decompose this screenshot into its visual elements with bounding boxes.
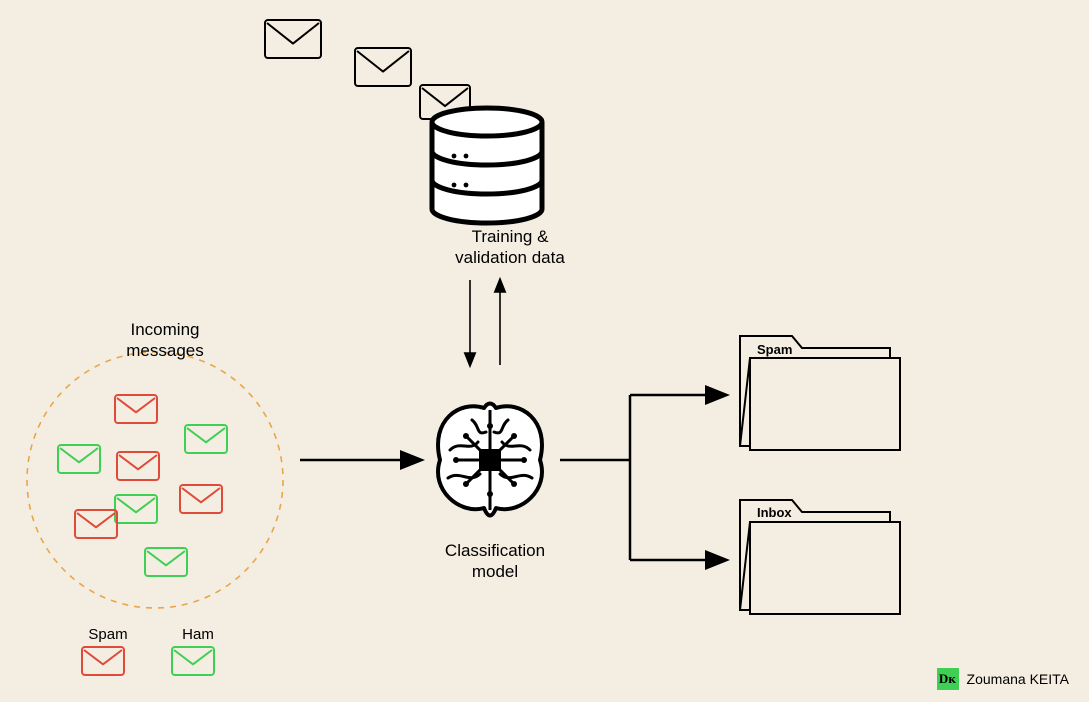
- database-icon: [432, 108, 542, 223]
- envelope-icon: [115, 395, 157, 423]
- folder-inbox-label: Inbox: [757, 505, 792, 520]
- envelope-icon: [355, 48, 411, 86]
- credit-text: Zoumana KEITA: [967, 671, 1069, 687]
- envelope-icon: [180, 485, 222, 513]
- legend-ham-label: Ham: [168, 626, 228, 645]
- folder-spam-label: Spam: [757, 342, 792, 357]
- envelope-icon: [82, 647, 124, 675]
- envelope-icon: [172, 647, 214, 675]
- envelope-icon: [185, 425, 227, 453]
- envelope-icon: [75, 510, 117, 538]
- classifier-label: Classificationmodel: [425, 540, 565, 583]
- envelope-icon: [115, 495, 157, 523]
- envelope-icon: [117, 452, 159, 480]
- envelope-icon: [58, 445, 100, 473]
- credit: Dᴋ Zoumana KEITA: [937, 668, 1069, 690]
- envelope-icon: [145, 548, 187, 576]
- incoming-label: Incomingmessages: [105, 319, 225, 362]
- brain-icon: [438, 404, 542, 516]
- legend-spam-label: Spam: [78, 626, 138, 645]
- envelope-icon: [265, 20, 321, 58]
- diagram-canvas: Training &validation data Incomingmessag…: [0, 0, 1089, 702]
- training-label: Training &validation data: [435, 226, 585, 269]
- credit-badge-icon: Dᴋ: [937, 668, 959, 690]
